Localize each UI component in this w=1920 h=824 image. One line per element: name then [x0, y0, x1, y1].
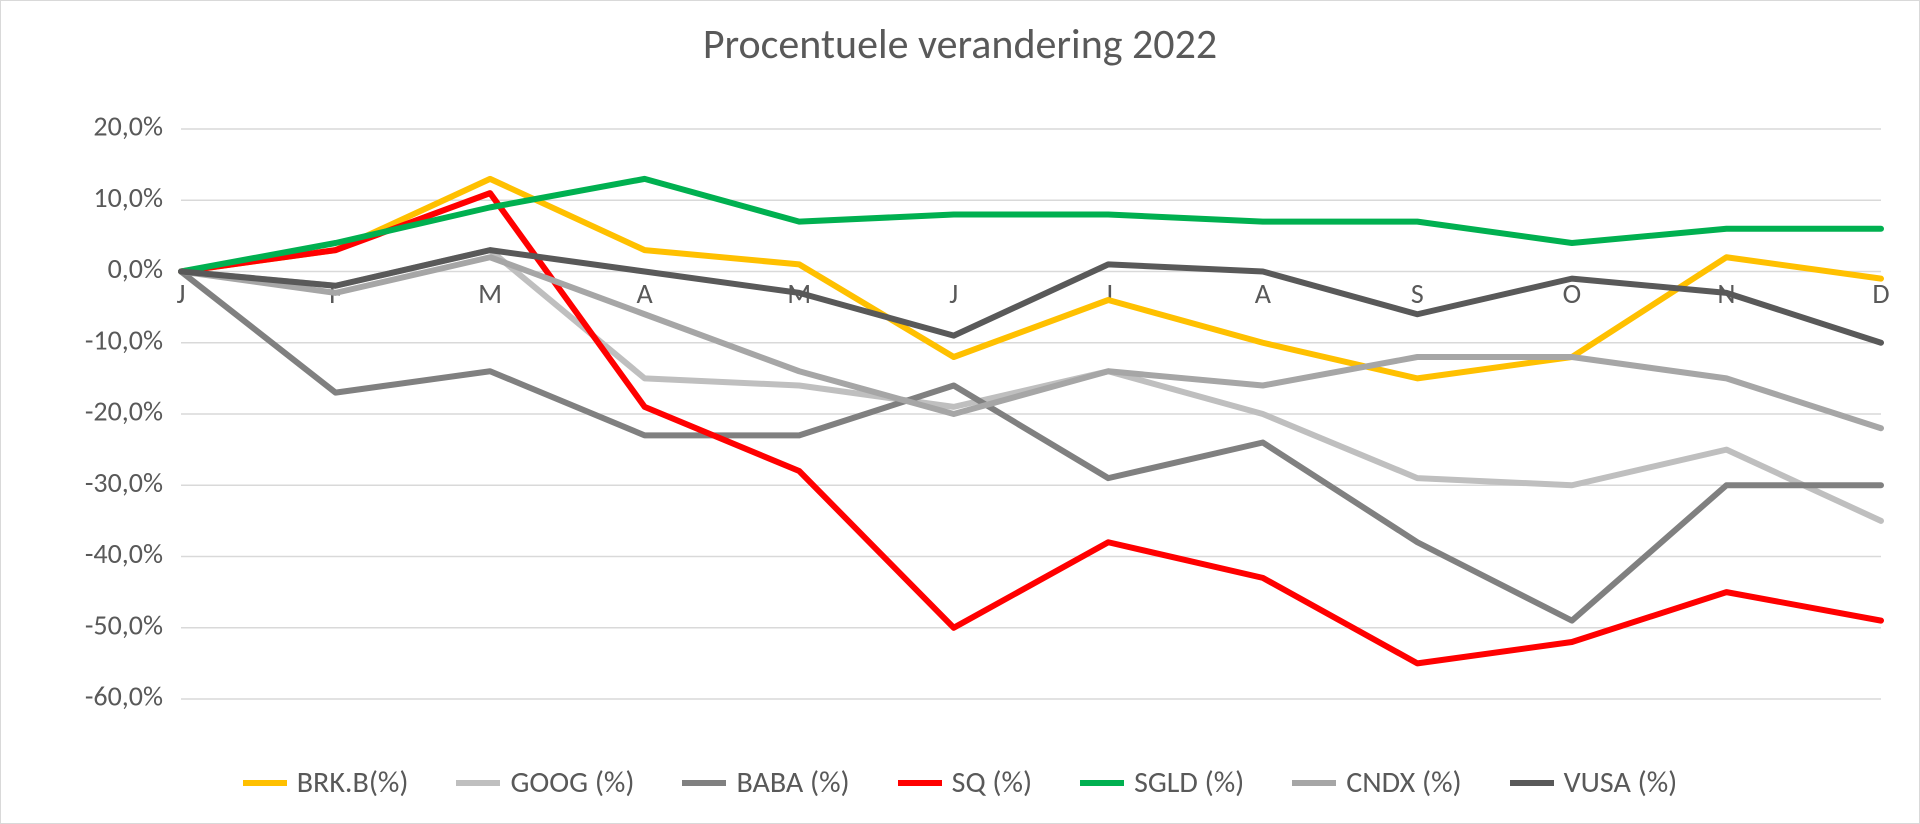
x-tick-label: A: [1255, 276, 1272, 311]
legend-label: BRK.B(%): [297, 764, 409, 801]
y-tick-label: -40,0%: [85, 536, 163, 571]
legend-item: BRK.B(%): [243, 764, 409, 801]
legend-swatch: [243, 780, 287, 786]
legend-item: SGLD (%): [1080, 764, 1244, 801]
legend: BRK.B(%) GOOG (%) BABA (%) SQ (%) SGLD (%) CN…: [1, 764, 1919, 801]
legend-item: SQ (%): [898, 764, 1032, 801]
legend-label: CNDX (%): [1346, 764, 1461, 801]
y-tick-label: -30,0%: [85, 465, 163, 500]
legend-swatch: [456, 780, 500, 786]
legend-swatch: [682, 780, 726, 786]
y-tick-label: -10,0%: [85, 322, 163, 357]
legend-item: GOOG (%): [456, 764, 634, 801]
legend-label: GOOG (%): [510, 764, 634, 801]
y-tick-label: 0,0%: [108, 251, 163, 286]
plot-svg: 20,0%10,0%0,0%-10,0%-20,0%-30,0%-40,0%-5…: [181, 129, 1881, 699]
x-tick-label: A: [637, 276, 654, 311]
legend-item: BABA (%): [682, 764, 849, 801]
legend-swatch: [1080, 780, 1124, 786]
y-tick-label: -20,0%: [85, 394, 163, 429]
x-tick-label: J: [177, 276, 186, 311]
series-line: [181, 179, 1881, 379]
y-tick-label: 20,0%: [93, 109, 163, 144]
x-tick-label: S: [1411, 276, 1424, 311]
legend-label: SGLD (%): [1134, 764, 1244, 801]
chart-container: Procentuele verandering 2022 20,0%10,0%0…: [0, 0, 1920, 824]
legend-item: CNDX (%): [1292, 764, 1461, 801]
legend-label: SQ (%): [952, 764, 1032, 801]
legend-label: VUSA (%): [1564, 764, 1678, 801]
y-tick-label: 10,0%: [93, 180, 163, 215]
x-tick-label: J: [1104, 276, 1113, 311]
y-tick-label: -60,0%: [85, 679, 163, 714]
y-tick-label: -50,0%: [85, 607, 163, 642]
legend-swatch: [1510, 780, 1554, 786]
series-line: [181, 179, 1881, 272]
legend-item: VUSA (%): [1510, 764, 1678, 801]
chart-title: Procentuele verandering 2022: [1, 19, 1919, 70]
legend-label: BABA (%): [736, 764, 849, 801]
series-line: [181, 250, 1881, 521]
x-tick-label: M: [478, 276, 502, 311]
legend-swatch: [898, 780, 942, 786]
x-tick-label: J: [949, 276, 958, 311]
plot-area: 20,0%10,0%0,0%-10,0%-20,0%-30,0%-40,0%-5…: [181, 129, 1881, 699]
legend-swatch: [1292, 780, 1336, 786]
